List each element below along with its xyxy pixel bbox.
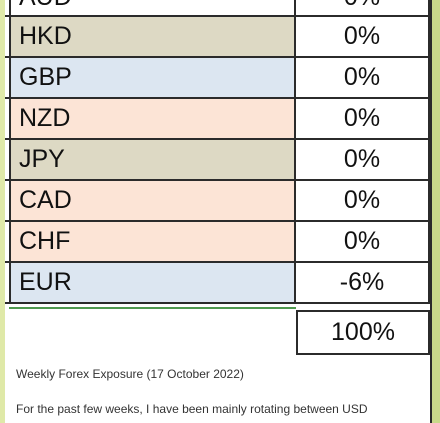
right-border-decoration — [430, 0, 440, 423]
currency-cell: NZD — [9, 99, 296, 138]
percent-cell: 0% — [296, 222, 430, 261]
body-paragraph: For the past few weeks, I have been main… — [16, 402, 368, 416]
total-cell: 100% — [296, 310, 430, 355]
table-divider — [9, 307, 296, 309]
currency-cell: HKD — [9, 17, 296, 56]
currency-cell: AUD — [9, 0, 296, 15]
table-row: GBP 0% — [5, 58, 430, 99]
currency-cell: CHF — [9, 222, 296, 261]
table-row: JPY 0% — [5, 140, 430, 181]
currency-cell: CAD — [9, 181, 296, 220]
percent-cell: 0% — [296, 181, 430, 220]
figure-caption: Weekly Forex Exposure (17 October 2022) — [16, 367, 244, 381]
currency-cell: GBP — [9, 58, 296, 97]
forex-exposure-table: AUD 0% HKD 0% GBP 0% NZD 0% JPY 0% CAD 0… — [5, 0, 430, 304]
percent-cell: 0% — [296, 140, 430, 179]
percent-cell: 0% — [296, 17, 430, 56]
percent-cell: 0% — [296, 99, 430, 138]
table-row: NZD 0% — [5, 99, 430, 140]
currency-cell: JPY — [9, 140, 296, 179]
percent-cell: 0% — [296, 58, 430, 97]
percent-cell: 0% — [296, 0, 430, 15]
percent-cell: -6% — [296, 263, 430, 302]
table-row: CAD 0% — [5, 181, 430, 222]
table-row: CHF 0% — [5, 222, 430, 263]
table-row: EUR -6% — [5, 263, 430, 304]
currency-cell: EUR — [9, 263, 296, 302]
table-row: AUD 0% — [5, 0, 430, 17]
table-row: HKD 0% — [5, 17, 430, 58]
left-border-decoration — [0, 0, 5, 423]
